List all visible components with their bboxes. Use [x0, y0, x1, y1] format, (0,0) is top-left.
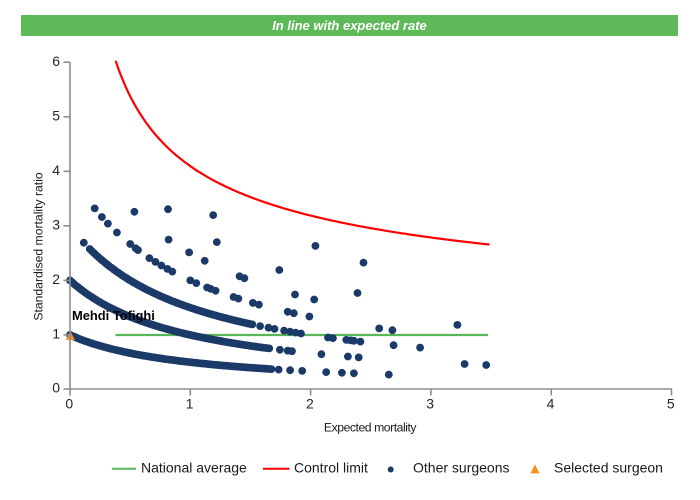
svg-text:Other surgeons: Other surgeons [413, 460, 510, 476]
svg-text:0: 0 [52, 380, 60, 396]
svg-text:1: 1 [186, 396, 194, 412]
svg-text:2: 2 [52, 271, 60, 287]
svg-text:National average: National average [141, 460, 247, 476]
svg-text:Standardised mortality ratio: Standardised mortality ratio [31, 172, 45, 321]
svg-text:In line with expected rate: In line with expected rate [272, 18, 427, 33]
svg-text:6: 6 [52, 53, 60, 69]
svg-text:1: 1 [52, 326, 60, 342]
svg-text:Control limit: Control limit [294, 460, 368, 476]
svg-text:5: 5 [667, 396, 675, 412]
svg-text:Selected surgeon: Selected surgeon [554, 460, 663, 476]
svg-text:2: 2 [306, 396, 314, 412]
svg-text:5: 5 [52, 108, 60, 124]
svg-text:4: 4 [52, 162, 60, 178]
svg-text:Mehdi Tofighi: Mehdi Tofighi [72, 308, 155, 323]
svg-text:0: 0 [65, 396, 73, 412]
svg-text:Expected mortality: Expected mortality [324, 420, 418, 434]
svg-text:4: 4 [547, 396, 555, 412]
svg-text:3: 3 [52, 217, 60, 233]
svg-text:3: 3 [426, 396, 434, 412]
